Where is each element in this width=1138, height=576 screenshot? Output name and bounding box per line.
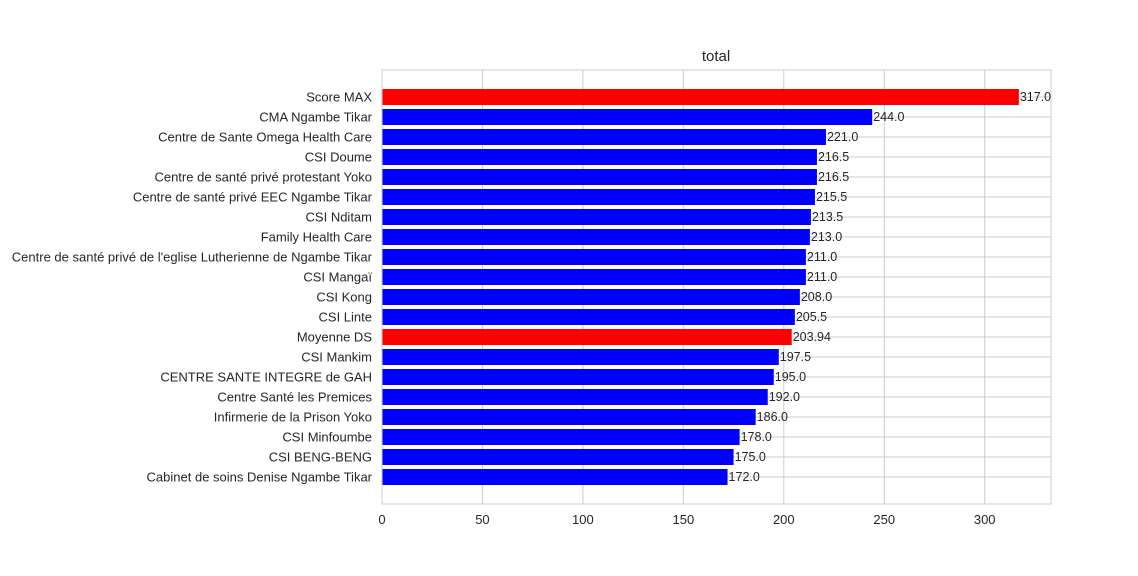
bar (382, 349, 779, 365)
bar (382, 109, 873, 125)
bar-value-label: 178.0 (741, 430, 772, 444)
bar (382, 149, 817, 165)
y-tick-label: Centre de santé privé EEC Ngambe Tikar (133, 190, 373, 205)
y-tick-label: CSI Linte (319, 310, 372, 325)
bar (382, 249, 806, 265)
value-labels: 317.0 244.0 221.0 216.5 216.5 215.5 213.5 213.0… (729, 90, 1052, 484)
y-tick-label: CMA Ngambe Tikar (259, 110, 372, 125)
bar (382, 129, 826, 145)
bar (382, 89, 1019, 105)
x-tick-label: 100 (572, 512, 594, 527)
x-tick-label: 200 (773, 512, 795, 527)
y-tick-label: Centre Santé les Premices (217, 390, 372, 405)
bar (382, 369, 774, 385)
bar (382, 329, 792, 345)
x-tick-label: 150 (672, 512, 694, 527)
bars (382, 89, 1019, 485)
bar-value-label: 213.0 (811, 230, 842, 244)
bar (382, 169, 817, 185)
bar-value-label: 221.0 (827, 130, 858, 144)
x-tick-labels: 0 50 100 150 200 250 300 (378, 512, 995, 527)
bar (382, 469, 728, 485)
plot-frame (381, 69, 1052, 505)
x-tick-label: 250 (873, 512, 895, 527)
x-tick-label: 300 (974, 512, 996, 527)
bar-value-label: 192.0 (769, 390, 800, 404)
bar (382, 429, 740, 445)
bar (382, 189, 815, 205)
y-tick-label: Score MAX (306, 90, 372, 105)
bar-value-label: 203.94 (793, 330, 831, 344)
bar-value-label: 216.5 (818, 170, 849, 184)
y-tick-labels: Score MAX CMA Ngambe Tikar Centre de Sante… (12, 90, 373, 485)
y-tick-label: CSI BENG-BENG (269, 450, 372, 465)
bar (382, 269, 806, 285)
y-tick-label: CSI Nditam (306, 210, 372, 225)
bar (382, 389, 768, 405)
bar-value-label: 172.0 (729, 470, 760, 484)
bar-value-label: 195.0 (775, 370, 806, 384)
bar-value-label: 211.0 (807, 250, 837, 264)
x-tick-label: 0 (378, 512, 385, 527)
bar-value-label: 317.0 (1020, 90, 1051, 104)
y-tick-label: CSI Mangaï (303, 270, 372, 285)
bar (382, 449, 734, 465)
y-tick-label: CENTRE SANTE INTEGRE de GAH (160, 370, 372, 385)
bar-value-label: 213.5 (812, 210, 843, 224)
bar (382, 409, 756, 425)
bar-value-label: 186.0 (757, 410, 788, 424)
y-tick-label: CSI Mankim (301, 350, 372, 365)
bar (382, 289, 800, 305)
y-tick-label: Cabinet de soins Denise Ngambe Tikar (147, 470, 373, 485)
bar (382, 209, 811, 225)
y-tick-label: CSI Doume (305, 150, 372, 165)
y-tick-label: CSI Minfoumbe (282, 430, 372, 445)
y-tick-label: CSI Kong (316, 290, 372, 305)
y-tick-label: Centre de santé privé de l'eglise Luther… (12, 250, 373, 265)
x-tick-label: 50 (475, 512, 489, 527)
bar-value-label: 244.0 (873, 110, 904, 124)
y-tick-label: Moyenne DS (297, 330, 372, 345)
bar (382, 309, 795, 325)
bar-value-label: 215.5 (816, 190, 847, 204)
bar-value-label: 208.0 (801, 290, 832, 304)
bar-value-label: 197.5 (780, 350, 811, 364)
bar-value-label: 175.0 (735, 450, 766, 464)
y-tick-label: Centre de santé privé protestant Yoko (154, 170, 372, 185)
chart-title: total (702, 48, 730, 65)
y-tick-label: Centre de Sante Omega Health Care (158, 130, 372, 145)
y-tick-label: Infirmerie de la Prison Yoko (214, 410, 372, 425)
bar-value-label: 211.0 (807, 270, 837, 284)
y-tick-label: Family Health Care (261, 230, 372, 245)
bar-value-label: 205.5 (796, 310, 827, 324)
bar (382, 229, 810, 245)
bar-value-label: 216.5 (818, 150, 849, 164)
